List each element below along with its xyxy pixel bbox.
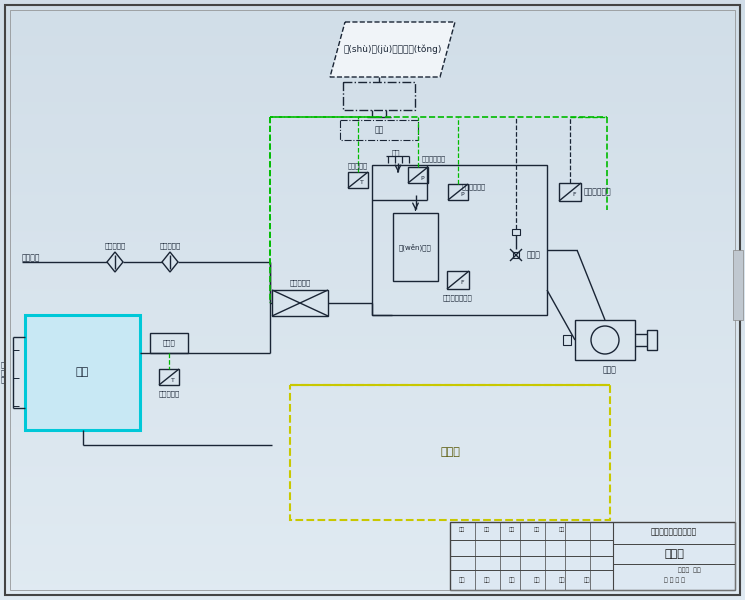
Text: 制圖: 制圖 [534, 527, 540, 533]
Bar [450, 522, 735, 590]
Bar [575, 320, 635, 360]
Bar [150, 333, 188, 353]
Text: T: T [171, 377, 175, 383]
Text: 標審: 標審 [509, 527, 515, 533]
Text: 放液閥: 放液閥 [162, 340, 175, 346]
Text: 燃油流量計: 燃油流量計 [289, 280, 311, 286]
Text: 出氣壓傳感器: 出氣壓傳感器 [462, 184, 486, 190]
Text: 過濾器二級: 過濾器二級 [159, 242, 180, 250]
Text: 工藝: 工藝 [533, 577, 540, 583]
Text: 排氣閥: 排氣閥 [527, 251, 541, 259]
Text: 液
位
計: 液 位 計 [1, 362, 5, 383]
Text: 校對: 校對 [484, 577, 490, 583]
Bar [559, 183, 581, 201]
Bar [393, 213, 438, 281]
Bar [408, 167, 428, 183]
Text: 化油器綜合流量試驗臺: 化油器綜合流量試驗臺 [651, 527, 697, 536]
Text: 過濾器一級: 過濾器一級 [104, 242, 126, 250]
Text: T: T [360, 181, 364, 185]
Text: 真空系: 真空系 [603, 365, 617, 374]
Bar [647, 330, 657, 350]
Text: 數(shù)據(jù)采集系統(tǒng): 數(shù)據(jù)采集系統(tǒng) [343, 45, 442, 54]
Bar [563, 335, 571, 345]
Bar [348, 172, 368, 188]
Bar [159, 369, 179, 385]
Text: 燃油箱: 燃油箱 [440, 448, 460, 457]
Text: 空氣: 空氣 [392, 149, 400, 157]
Bar [447, 271, 469, 289]
Bar [448, 184, 468, 200]
Text: 穩(wěn)壓罐: 穩(wěn)壓罐 [399, 243, 432, 251]
Text: 日期: 日期 [559, 527, 565, 533]
Text: 標準水銀壓力計: 標準水銀壓力計 [443, 295, 473, 301]
Polygon shape [330, 22, 455, 77]
Text: P: P [420, 175, 424, 181]
Text: 溫度傳感器: 溫度傳感器 [348, 163, 368, 169]
Text: 集控: 集控 [375, 125, 384, 134]
Bar [272, 290, 328, 316]
Bar [343, 82, 415, 110]
Bar [372, 165, 547, 315]
Text: 標準: 標準 [559, 577, 565, 583]
Text: 制圖: 制圖 [459, 577, 465, 583]
Text: 進氣壓傳感器: 進氣壓傳感器 [422, 155, 446, 163]
Text: 燃油入口: 燃油入口 [22, 253, 40, 263]
Text: 頁 次 共 頁: 頁 次 共 頁 [664, 577, 685, 583]
Text: 大氣壓流量儀: 大氣壓流量儀 [584, 187, 612, 196]
Text: 審核: 審核 [509, 577, 516, 583]
Text: F: F [572, 193, 576, 197]
Text: F: F [460, 280, 464, 286]
Bar [733, 250, 743, 320]
Bar [25, 315, 140, 430]
Text: 設計: 設計 [459, 527, 465, 533]
Bar [513, 252, 519, 258]
Text: 校對: 校對 [484, 527, 490, 533]
Text: 原理圖: 原理圖 [664, 549, 684, 559]
Text: 溫度傳感器: 溫度傳感器 [159, 391, 180, 397]
Text: 比例尺  圖號: 比例尺 圖號 [678, 567, 700, 573]
Text: 油箱: 油箱 [76, 367, 89, 377]
Text: 批準: 批準 [584, 577, 590, 583]
Bar [290, 385, 610, 520]
Bar [340, 120, 418, 140]
Text: P: P [460, 193, 464, 197]
Bar [512, 229, 520, 235]
